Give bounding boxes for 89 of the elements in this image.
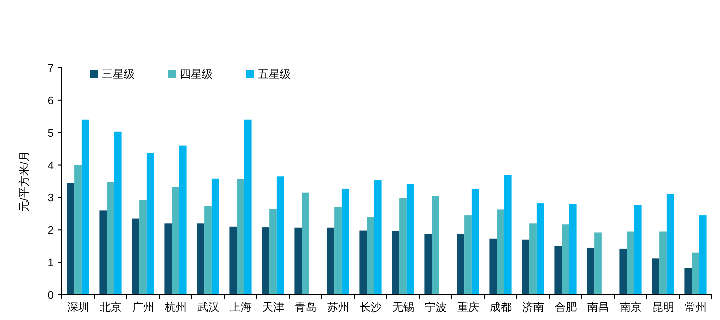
x-tick-label: 青岛 (294, 301, 317, 314)
bar (114, 132, 122, 295)
y-tick-label: 1 (48, 258, 54, 270)
bar (684, 268, 692, 295)
bar (244, 120, 252, 295)
bar (100, 210, 108, 295)
bar (367, 217, 374, 295)
legend-label: 三星级 (102, 69, 135, 81)
x-tick-label: 无锡 (392, 302, 414, 314)
bar (530, 224, 537, 295)
y-axis-title: 元/平方米/月 (18, 150, 31, 212)
x-tick-label: 武汉 (197, 301, 220, 314)
bar (342, 188, 350, 295)
y-tick-label: 6 (48, 95, 54, 108)
bar (652, 258, 660, 295)
bar (620, 248, 628, 295)
bar (699, 216, 707, 295)
bar (327, 228, 335, 295)
x-tick-label: 南京 (620, 301, 642, 314)
bar (406, 184, 414, 295)
bar (82, 120, 90, 295)
bar (107, 182, 114, 295)
x-tick-label: 杭州 (164, 301, 187, 314)
bar (424, 234, 432, 295)
bar (374, 180, 382, 295)
bar (464, 216, 472, 295)
bar (294, 228, 302, 295)
bar (554, 246, 562, 295)
y-tick-label: 0 (48, 290, 54, 302)
y-tick-label: 4 (48, 160, 54, 172)
y-tick-label: 3 (48, 192, 54, 205)
bar (472, 188, 480, 295)
bar (627, 232, 634, 295)
bar (302, 192, 310, 295)
y-tick-label: 5 (48, 128, 54, 140)
bar (204, 206, 212, 295)
bar (164, 224, 172, 295)
bar (67, 183, 75, 295)
bar (497, 210, 504, 295)
x-tick-label: 常州 (684, 301, 707, 314)
bar (270, 209, 277, 295)
x-tick-label: 苏州 (327, 301, 350, 314)
x-tick-label: 上海 (230, 301, 252, 314)
bar (197, 224, 205, 295)
bar (237, 179, 244, 295)
x-tick-label: 合肥 (554, 301, 577, 314)
y-tick-label: 7 (48, 63, 54, 75)
x-tick-label: 济南 (522, 301, 544, 314)
bar (179, 146, 187, 295)
x-tick-label: 深圳 (67, 301, 90, 314)
legend-label: 五星级 (258, 69, 291, 81)
bar (522, 240, 530, 295)
bar (594, 232, 602, 295)
bar (666, 194, 674, 295)
bar (660, 232, 667, 295)
x-tick-label: 长沙 (360, 301, 382, 314)
bar (360, 230, 368, 295)
x-tick-label: 昆明 (652, 302, 674, 314)
x-tick-label: 南昌 (587, 301, 610, 314)
x-tick-label: 广州 (132, 301, 154, 314)
bar (536, 204, 544, 295)
x-tick-label: 成都 (490, 301, 512, 314)
bar (692, 252, 700, 295)
x-tick-label: 北京 (100, 301, 122, 314)
legend-label: 四星级 (180, 69, 213, 81)
bar (230, 226, 238, 295)
bar (457, 234, 465, 295)
bar (172, 187, 180, 295)
x-tick-label: 重庆 (457, 301, 480, 314)
bar (262, 228, 270, 295)
bar (146, 153, 154, 295)
bar (400, 198, 407, 295)
bar (432, 196, 440, 295)
y-tick-label: 2 (48, 225, 54, 238)
bar (392, 231, 400, 295)
bar (132, 218, 140, 295)
bar (276, 176, 284, 295)
bar (587, 248, 595, 295)
bar (140, 200, 147, 295)
bar (74, 165, 82, 295)
bar (212, 178, 220, 295)
x-tick-label: 宁波 (424, 301, 447, 314)
bar (334, 207, 342, 295)
bar (569, 204, 577, 295)
bar (490, 238, 498, 295)
bar (504, 175, 512, 295)
x-tick-label: 天津 (262, 301, 284, 314)
bar (562, 224, 570, 295)
bar (634, 205, 642, 295)
